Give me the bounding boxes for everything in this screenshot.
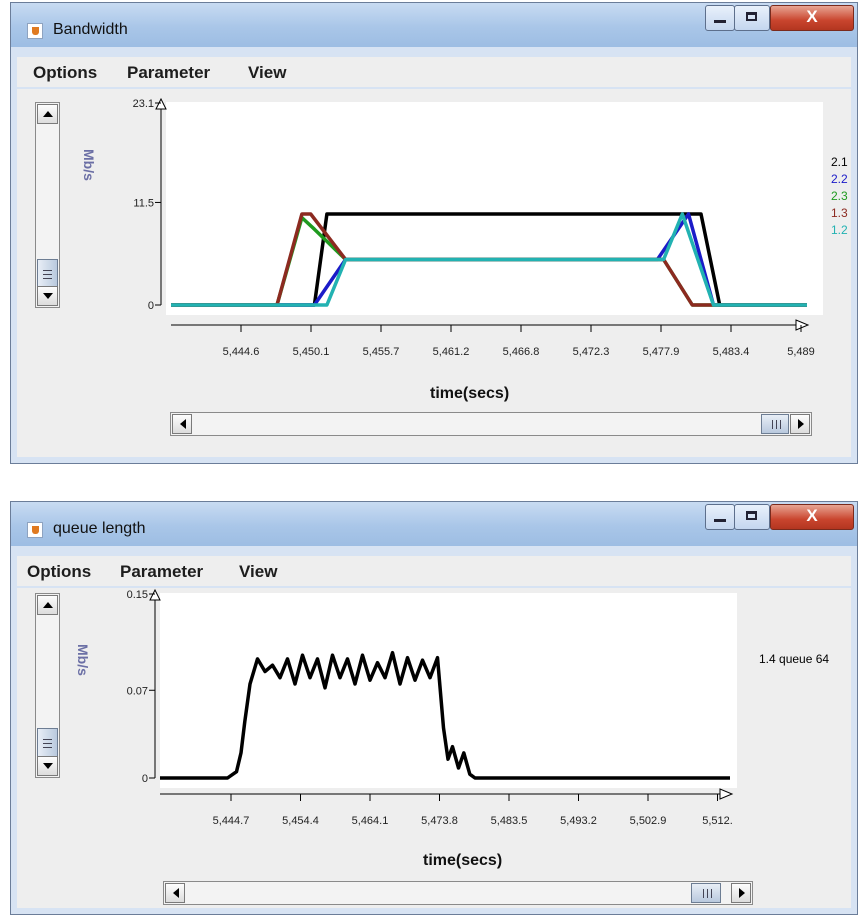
scroll-up-button[interactable] <box>37 595 58 615</box>
y-tick-label: 23.1 <box>133 98 154 110</box>
horizontal-scrollbar[interactable] <box>170 412 812 436</box>
close-icon: X <box>806 7 818 26</box>
menu-bar: Options Parameter View <box>17 556 851 586</box>
horizontal-scroll-thumb[interactable] <box>761 414 789 434</box>
scroll-up-button[interactable] <box>37 104 58 124</box>
x-tick-label: 5,454.4 <box>282 815 319 827</box>
x-axis-arrow <box>795 319 810 331</box>
maximize-button[interactable] <box>734 504 770 530</box>
window-title: queue length <box>53 520 146 537</box>
arrow-left-icon <box>173 888 179 898</box>
arrow-down-icon <box>43 763 53 769</box>
menu-options[interactable]: Options <box>27 562 92 581</box>
legend-item-2-1: 2.1 <box>831 155 848 169</box>
arrow-up-icon <box>43 602 53 608</box>
series-line-1-3 <box>171 212 807 307</box>
java-app-icon <box>27 23 43 39</box>
legend-item-2-2: 2.2 <box>831 172 848 186</box>
series-line-1-2 <box>171 212 807 307</box>
arrow-left-icon <box>180 419 186 429</box>
legend-item-1-3: 1.3 <box>831 206 848 220</box>
x-tick-label: 5,466.8 <box>503 346 540 358</box>
x-tick-label: 5,464.1 <box>352 815 389 827</box>
scroll-down-button[interactable] <box>37 286 58 306</box>
title-bar[interactable]: queue length X <box>11 502 857 546</box>
menu-bar: Options Parameter View <box>17 57 851 87</box>
menu-parameter[interactable]: Parameter <box>120 562 204 581</box>
close-button[interactable]: X <box>770 5 854 31</box>
chart-panel: Mb/s 0.15 0.07 0 5,444.7 5,454.4 5,464.1 5,473… <box>17 588 851 908</box>
bandwidth-chart: 23.1 11.5 0 5,444.6 5,450.1 5,455.7 5,461.2 5,4… <box>133 97 815 358</box>
minimize-button[interactable] <box>705 504 735 530</box>
y-axis-arrow <box>149 588 161 601</box>
x-tick-label: 5,444.7 <box>213 815 250 827</box>
minimize-icon <box>714 519 726 522</box>
legend-item-2-3: 2.3 <box>831 189 848 203</box>
x-axis-label: time(secs) <box>423 852 503 869</box>
x-axis-arrow <box>719 788 734 800</box>
arrow-down-icon <box>43 293 53 299</box>
x-tick-label: 5,444.6 <box>223 346 260 358</box>
minimize-button[interactable] <box>705 5 735 31</box>
x-tick-label: 5,473.8 <box>421 815 458 827</box>
series-line-1-4-queue-64 <box>160 650 730 780</box>
scroll-left-button[interactable] <box>172 414 192 434</box>
java-app-icon <box>27 522 43 538</box>
window-title: Bandwidth <box>53 21 128 38</box>
x-tick-label: 5,489 <box>787 346 815 358</box>
x-tick-label: 5,512. <box>702 815 733 827</box>
x-axis-label: time(secs) <box>430 385 510 402</box>
x-tick-label: 5,461.2 <box>433 346 470 358</box>
y-tick-label: 0 <box>148 300 154 312</box>
arrow-right-icon <box>739 888 745 898</box>
menu-parameter[interactable]: Parameter <box>127 63 211 82</box>
x-tick-label: 5,502.9 <box>630 815 667 827</box>
y-tick-label: 0 <box>142 773 148 785</box>
x-tick-label: 5,450.1 <box>293 346 330 358</box>
close-button[interactable]: X <box>770 504 854 530</box>
maximize-button[interactable] <box>734 5 770 31</box>
vertical-scrollbar[interactable] <box>35 102 60 308</box>
maximize-icon <box>746 12 757 21</box>
horizontal-scrollbar[interactable] <box>163 881 753 905</box>
minimize-icon <box>714 20 726 23</box>
arrow-up-icon <box>43 111 53 117</box>
y-tick-label: 0.07 <box>127 685 148 697</box>
menu-view[interactable]: View <box>239 562 278 581</box>
scroll-left-button[interactable] <box>165 883 185 903</box>
y-tick-label: 0.15 <box>127 589 148 601</box>
bandwidth-window: Bandwidth X Options Parameter View Mb/s … <box>10 2 858 464</box>
scroll-right-button[interactable] <box>790 414 810 434</box>
y-tick-label: 11.5 <box>133 197 154 209</box>
arrow-right-icon <box>798 419 804 429</box>
legend-item-1-2: 1.2 <box>831 223 848 237</box>
queue-length-window: queue length X Options Parameter View Mb… <box>10 501 858 915</box>
x-tick-label: 5,455.7 <box>363 346 400 358</box>
x-tick-label: 5,472.3 <box>573 346 610 358</box>
horizontal-scroll-thumb[interactable] <box>691 883 721 903</box>
chart-panel: Mb/s 23.1 11.5 0 5,444.6 5,450.1 5,455.7 5,461… <box>17 89 851 457</box>
x-tick-label: 5,477.9 <box>643 346 680 358</box>
close-icon: X <box>806 506 818 525</box>
x-tick-label: 5,483.5 <box>491 815 528 827</box>
x-tick-label: 5,493.2 <box>560 815 597 827</box>
x-tick-label: 5,483.4 <box>713 346 750 358</box>
scroll-right-button[interactable] <box>731 883 751 903</box>
y-axis-arrow <box>155 97 167 110</box>
maximize-icon <box>746 511 757 520</box>
vertical-scrollbar[interactable] <box>35 593 60 778</box>
title-bar[interactable]: Bandwidth X <box>11 3 857 47</box>
scroll-down-button[interactable] <box>37 756 58 776</box>
menu-view[interactable]: View <box>248 63 287 82</box>
menu-options[interactable]: Options <box>33 63 98 82</box>
legend-item-1-4-queue-64: 1.4 queue 64 <box>759 652 830 666</box>
queue-length-chart: 0.15 0.07 0 5,444.7 5,454.4 5,464.1 5,473.8 5,4… <box>127 588 734 827</box>
